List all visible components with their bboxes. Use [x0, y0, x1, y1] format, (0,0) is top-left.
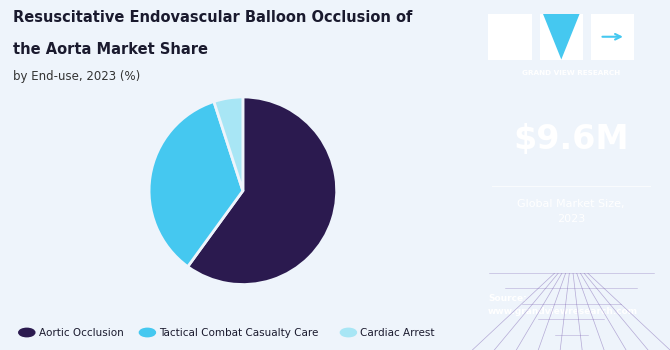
Text: Tactical Combat Casualty Care: Tactical Combat Casualty Care — [159, 328, 319, 337]
Text: by End-use, 2023 (%): by End-use, 2023 (%) — [13, 70, 141, 83]
FancyBboxPatch shape — [488, 14, 532, 60]
Text: Cardiac Arrest: Cardiac Arrest — [360, 328, 435, 337]
Text: $9.6M: $9.6M — [513, 124, 629, 156]
Wedge shape — [214, 97, 243, 191]
Text: Source:
www.grandviewresearch.com: Source: www.grandviewresearch.com — [488, 294, 639, 316]
FancyBboxPatch shape — [591, 14, 634, 60]
Text: Aortic Occlusion: Aortic Occlusion — [39, 328, 123, 337]
Wedge shape — [149, 102, 243, 267]
Text: Global Market Size,
2023: Global Market Size, 2023 — [517, 199, 625, 224]
Text: the Aorta Market Share: the Aorta Market Share — [13, 42, 208, 57]
FancyBboxPatch shape — [539, 14, 583, 60]
Text: Resuscitative Endovascular Balloon Occlusion of: Resuscitative Endovascular Balloon Occlu… — [13, 10, 413, 26]
Polygon shape — [543, 14, 580, 60]
Wedge shape — [188, 97, 336, 285]
Text: GRAND VIEW RESEARCH: GRAND VIEW RESEARCH — [522, 70, 620, 76]
